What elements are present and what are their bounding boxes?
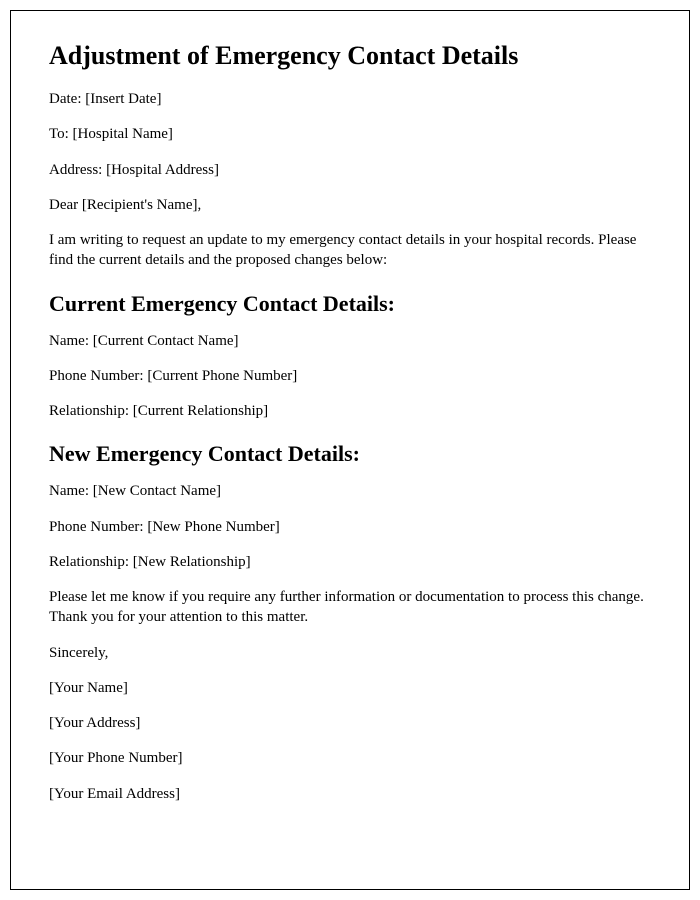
sender-email: [Your Email Address] <box>49 784 651 804</box>
sender-name: [Your Name] <box>49 678 651 698</box>
sender-phone: [Your Phone Number] <box>49 748 651 768</box>
document-title: Adjustment of Emergency Contact Details <box>49 41 651 71</box>
current-section-heading: Current Emergency Contact Details: <box>49 291 651 317</box>
new-section-heading: New Emergency Contact Details: <box>49 441 651 467</box>
signoff: Sincerely, <box>49 643 651 663</box>
current-contact-phone: Phone Number: [Current Phone Number] <box>49 366 651 386</box>
address-line: Address: [Hospital Address] <box>49 160 651 180</box>
document-frame: Adjustment of Emergency Contact Details … <box>10 10 690 890</box>
date-line: Date: [Insert Date] <box>49 89 651 109</box>
new-contact-name: Name: [New Contact Name] <box>49 481 651 501</box>
new-contact-phone: Phone Number: [New Phone Number] <box>49 517 651 537</box>
salutation: Dear [Recipient's Name], <box>49 195 651 215</box>
new-contact-relationship: Relationship: [New Relationship] <box>49 552 651 572</box>
to-line: To: [Hospital Name] <box>49 124 651 144</box>
current-contact-relationship: Relationship: [Current Relationship] <box>49 401 651 421</box>
intro-paragraph: I am writing to request an update to my … <box>49 230 651 271</box>
sender-address: [Your Address] <box>49 713 651 733</box>
closing-paragraph: Please let me know if you require any fu… <box>49 587 651 628</box>
current-contact-name: Name: [Current Contact Name] <box>49 331 651 351</box>
